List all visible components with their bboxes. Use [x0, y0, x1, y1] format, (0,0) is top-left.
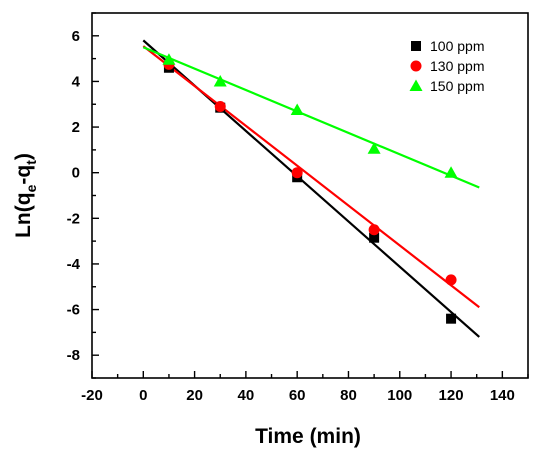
data-point: [446, 313, 457, 324]
x-tick-label: 60: [289, 387, 306, 404]
data-point: [444, 166, 458, 178]
legend-marker: [409, 79, 423, 91]
data-point: [368, 224, 380, 236]
fit-lines: [142, 39, 480, 338]
x-tick-label: 80: [340, 387, 357, 404]
x-tick-label: 140: [490, 387, 515, 404]
legend: 100 ppm 130 ppm 150 ppm: [409, 38, 484, 94]
data-point: [369, 232, 380, 243]
y-tick-label: -6: [67, 302, 80, 319]
y-axis-title-end: ): [12, 153, 35, 160]
y-axis-title: Ln(qe-qt): [12, 153, 39, 238]
plot-frame: [91, 12, 529, 379]
legend-label: 100 ppm: [430, 38, 484, 54]
x-tick-label: 40: [238, 387, 255, 404]
data-point: [445, 274, 457, 286]
y-tick-label: -4: [67, 256, 81, 273]
y-tick-label: -8: [67, 347, 80, 364]
x-tick-label: 100: [387, 387, 412, 404]
legend-label: 130 ppm: [430, 58, 484, 74]
x-axis-title: Time (min): [255, 425, 361, 448]
data-point: [162, 53, 176, 65]
y-axis-title-sub-t: t: [23, 160, 39, 165]
fit-line: [142, 45, 480, 309]
y-axis-title-main: Ln(q: [12, 192, 35, 237]
x-tick-label: 120: [439, 387, 464, 404]
data-point: [367, 142, 381, 154]
y-tick-label: 2: [72, 119, 80, 136]
legend-marker: [411, 41, 421, 51]
data-point: [214, 101, 226, 113]
data-markers: [162, 53, 458, 324]
data-point: [213, 74, 227, 87]
y-axis-title-mid: -q: [12, 165, 35, 185]
x-tick-label: -20: [81, 387, 103, 404]
x-tick-label: 0: [139, 387, 147, 404]
y-tick-label: 6: [72, 28, 80, 45]
y-tick-label: -2: [67, 210, 80, 227]
legend-label: 150 ppm: [430, 78, 484, 94]
data-point: [291, 167, 303, 179]
x-tick-label: 20: [186, 387, 203, 404]
y-tick-label: 0: [72, 165, 80, 182]
y-axis-title-sub-e: e: [23, 184, 39, 192]
fit-line: [142, 46, 480, 189]
y-tick-label: 4: [72, 73, 81, 90]
legend-marker: [410, 60, 422, 72]
data-point: [290, 103, 304, 115]
